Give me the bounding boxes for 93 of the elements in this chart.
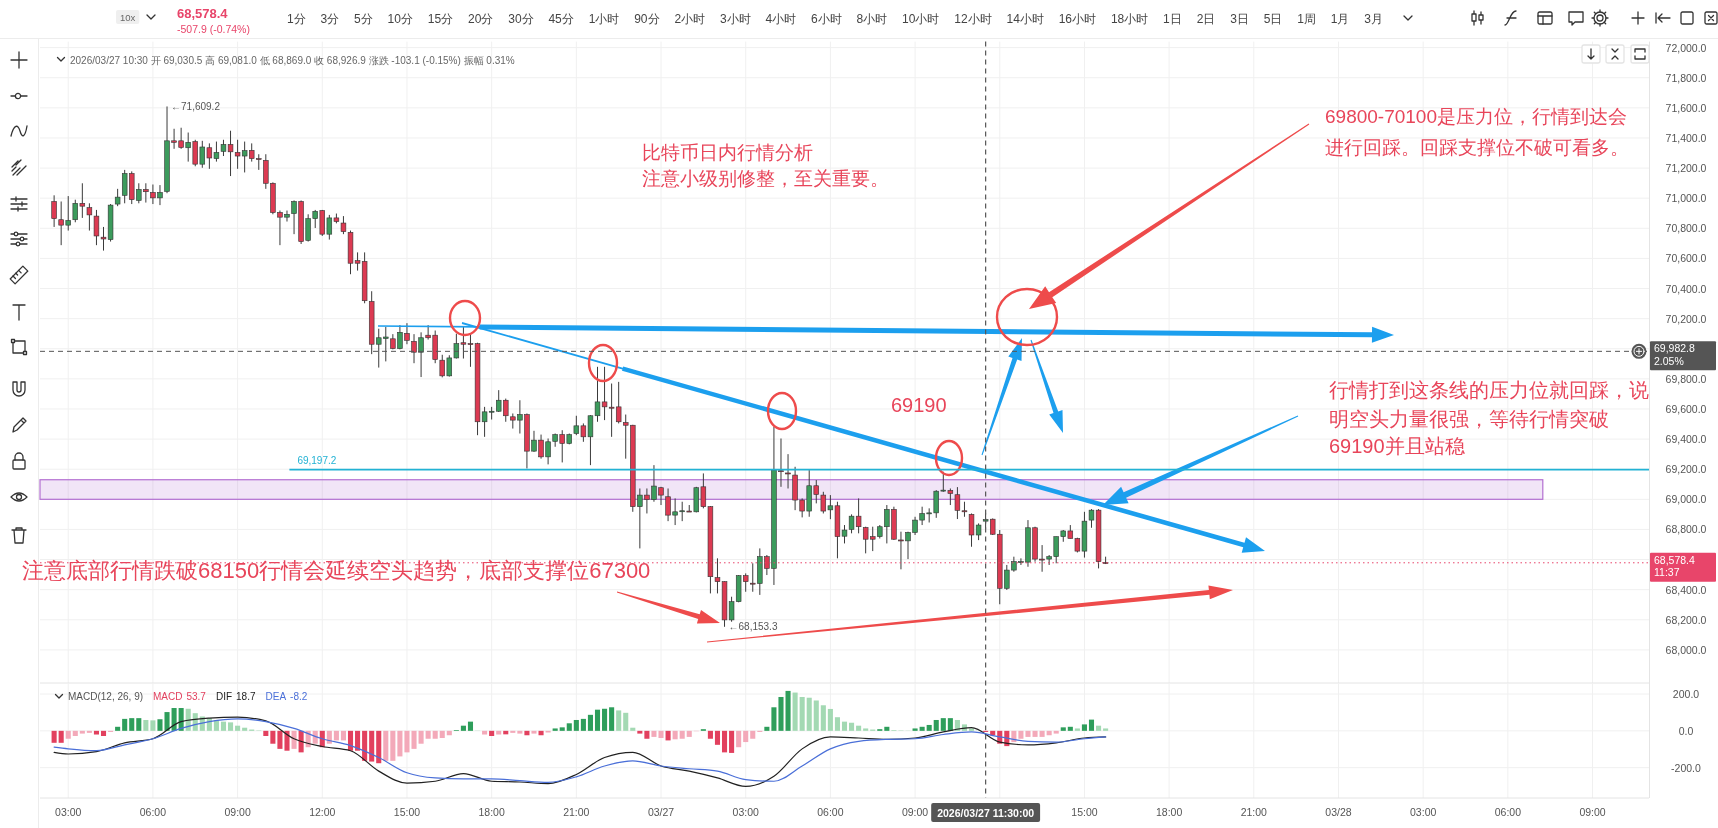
text: 1周 xyxy=(1297,11,1316,26)
annotation: 明空头力量很强，等待行情突破 xyxy=(1329,408,1609,430)
y-tick-label: 69,000.0 xyxy=(1665,493,1707,506)
text: 90分 xyxy=(634,11,660,26)
annotation: 注意小级别修整，至关重要。 xyxy=(642,168,889,189)
text: 30分 xyxy=(508,11,534,26)
x-tick-label: 03/28 xyxy=(1325,806,1352,818)
text: 5日 xyxy=(1263,11,1283,26)
text: 14小时 xyxy=(1006,11,1044,26)
text: 5分 xyxy=(354,11,373,26)
y-tick-label: 68,200.0 xyxy=(1665,613,1707,626)
legend-title: MACD(12, 26, 9) xyxy=(68,690,144,702)
text: -507.9 (-0.74%) xyxy=(177,23,250,35)
text: 2026/03/27 10:30 开 69,030.5 高 69,081.0 低 68,869.0 收 68,926.9 涨跌 -103.1 (-0.15%) 振幅 0.31% xyxy=(70,54,515,66)
series-label: DEA xyxy=(265,690,287,702)
text: 3分 xyxy=(320,11,340,26)
annotation: 69190并且站稳 xyxy=(1329,435,1465,457)
text: 45分 xyxy=(548,11,574,26)
annotation: ←71,609.2 xyxy=(171,100,221,112)
text: 10分 xyxy=(387,11,413,26)
y-tick-label: 69,200.0 xyxy=(1665,463,1707,476)
annotation: 69800-70100是压力位，行情到达会 xyxy=(1325,106,1627,127)
text: 1日 xyxy=(1163,11,1182,26)
x-tick-label: 03:00 xyxy=(732,806,759,818)
text: 1分 xyxy=(287,11,306,26)
ref-line-label: 69,197.2 xyxy=(297,454,337,466)
y-tick-label: 68,400.0 xyxy=(1665,583,1707,596)
annotation: -8.2 xyxy=(290,690,308,702)
y-tick-label: 0.0 xyxy=(1678,724,1694,737)
y-tick-label: 71,400.0 xyxy=(1665,131,1707,144)
text: 20分 xyxy=(468,11,494,26)
text: 12小时 xyxy=(954,11,992,26)
y-tick-label: 71,600.0 xyxy=(1665,101,1707,114)
text: 1小时 xyxy=(588,11,620,26)
ref-line-label: 69,982.8 2.05% xyxy=(1654,342,1696,367)
y-tick-label: 72,000.0 xyxy=(1665,41,1707,54)
text: 16小时 xyxy=(1058,11,1097,26)
x-tick-label: 18:00 xyxy=(1155,806,1183,818)
y-tick-label: 70,400.0 xyxy=(1665,282,1707,295)
x-tick-label: 15:00 xyxy=(1071,806,1098,818)
text: 2日 xyxy=(1196,11,1216,26)
text: 10小时 xyxy=(902,11,940,26)
y-tick-label: 71,000.0 xyxy=(1665,192,1707,205)
y-tick-label: 70,600.0 xyxy=(1665,252,1707,265)
text: 1月 xyxy=(1330,11,1350,26)
text: 3月 xyxy=(1364,11,1384,26)
x-tick-label: 09:00 xyxy=(1579,806,1606,818)
text: 4小时 xyxy=(765,11,797,26)
annotation: 进行回踩。回踩支撑位不破可看多。 xyxy=(1325,137,1629,158)
annotation: 53.7 xyxy=(186,690,207,702)
x-tick-label: 06:00 xyxy=(1494,806,1522,818)
series-label: MACD xyxy=(153,690,183,702)
text: 2小时 xyxy=(674,11,706,26)
annotation: ←68,153.3 xyxy=(728,621,778,633)
text: 6小时 xyxy=(811,11,842,26)
y-tick-label: 69,400.0 xyxy=(1665,433,1707,446)
annotation: 18.7 xyxy=(236,690,256,702)
text: 3日 xyxy=(1230,11,1249,26)
annotation: 行情打到这条线的压力位就回踩，说 xyxy=(1329,379,1649,401)
annotation: 注意底部行情跌破68150行情会延续空头趋势，底部支撑位67300 xyxy=(22,558,651,583)
y-tick-label: 200.0 xyxy=(1672,688,1700,701)
text: 18小时 xyxy=(1110,11,1149,26)
annotation: 69190 xyxy=(891,394,947,416)
text: 8小时 xyxy=(856,11,888,26)
x-tick-label: 18:00 xyxy=(478,806,505,818)
annotation: 比特币日内行情分析 xyxy=(642,142,813,163)
y-tick-label: 71,800.0 xyxy=(1665,71,1707,84)
text: 68,578.4 xyxy=(177,6,229,21)
y-tick-label: 71,200.0 xyxy=(1665,162,1707,175)
x-tick-label: 09:00 xyxy=(901,806,929,818)
x-tick-label: 03:00 xyxy=(55,806,82,818)
x-tick-label: 09:00 xyxy=(224,806,251,818)
y-tick-label: 68,000.0 xyxy=(1665,643,1707,656)
x-tick-label: 21:00 xyxy=(563,806,590,818)
y-tick-label: 70,800.0 xyxy=(1665,222,1707,235)
series-label: DIF xyxy=(215,690,233,702)
y-tick-label: -200.0 xyxy=(1671,761,1702,774)
y-tick-label: 69,600.0 xyxy=(1665,402,1707,415)
ref-line-label: 68,578.4 11:37 xyxy=(1654,553,1696,579)
x-tick-label: 03/27 xyxy=(647,806,675,818)
text: 3小时 xyxy=(719,11,751,26)
y-tick-label: 70,200.0 xyxy=(1665,312,1707,325)
x-tick-label: 12:00 xyxy=(309,806,336,818)
x-tick-label: 15:00 xyxy=(393,806,421,818)
x-tick-label: 06:00 xyxy=(139,806,167,818)
y-tick-label: 68,800.0 xyxy=(1665,523,1707,536)
text: 15分 xyxy=(427,11,454,26)
ref-line-label: 2026/03/27 11:30:00 xyxy=(937,806,1035,819)
x-tick-label: 03:00 xyxy=(1410,806,1437,818)
x-tick-label: 06:00 xyxy=(817,806,844,818)
x-tick-label: 21:00 xyxy=(1240,806,1268,818)
y-tick-label: 69,800.0 xyxy=(1665,372,1707,385)
text: 10x xyxy=(120,11,136,23)
